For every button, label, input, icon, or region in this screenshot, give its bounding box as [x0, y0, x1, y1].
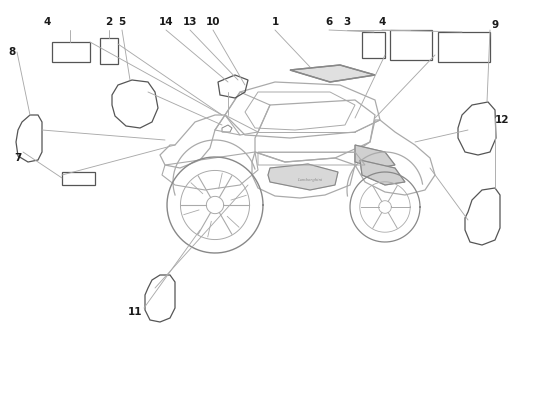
Text: 9: 9 [492, 20, 498, 30]
Text: 4: 4 [43, 17, 51, 27]
Polygon shape [268, 164, 338, 190]
Polygon shape [355, 145, 395, 168]
Text: 11: 11 [128, 307, 142, 317]
Text: 4: 4 [378, 17, 386, 27]
Text: 7: 7 [14, 153, 21, 163]
Polygon shape [290, 65, 375, 82]
Polygon shape [360, 160, 405, 185]
Text: Lamborghini: Lamborghini [298, 178, 323, 182]
Text: 6: 6 [326, 17, 333, 27]
Text: 5: 5 [118, 17, 125, 27]
Text: 3: 3 [343, 17, 351, 27]
Text: 12: 12 [495, 115, 509, 125]
Text: 10: 10 [206, 17, 220, 27]
Text: 13: 13 [183, 17, 197, 27]
Text: 8: 8 [8, 47, 15, 57]
Text: 14: 14 [159, 17, 173, 27]
Text: 2: 2 [106, 17, 113, 27]
Text: 1: 1 [271, 17, 279, 27]
